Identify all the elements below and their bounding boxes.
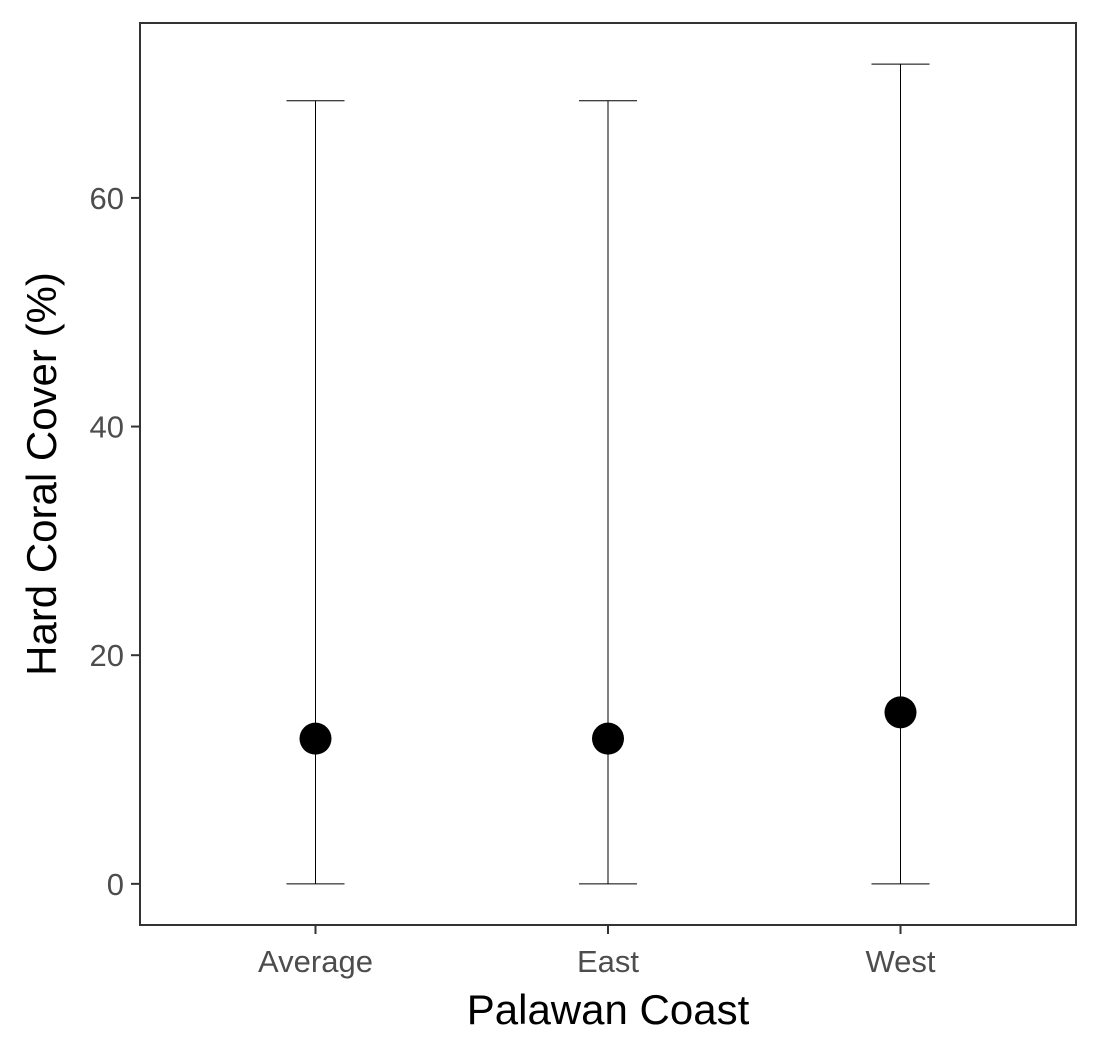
y-axis-title: Hard Coral Cover (%) — [18, 272, 65, 676]
points — [299, 696, 917, 755]
y-tick-label: 20 — [90, 638, 124, 673]
y-axis: 0 20 40 60 — [90, 181, 140, 902]
y-tick-label: 60 — [90, 181, 124, 216]
data-point — [884, 696, 917, 729]
x-tick-label: East — [577, 944, 639, 979]
data-point — [299, 722, 332, 755]
y-tick-label: 0 — [107, 867, 124, 902]
x-tick-label: West — [865, 944, 935, 979]
y-tick-label: 40 — [90, 410, 124, 445]
x-tick-label: Average — [258, 944, 373, 979]
x-axis-title: Palawan Coast — [467, 986, 750, 1033]
data-point — [592, 722, 624, 755]
x-axis: Average East West — [258, 925, 936, 979]
